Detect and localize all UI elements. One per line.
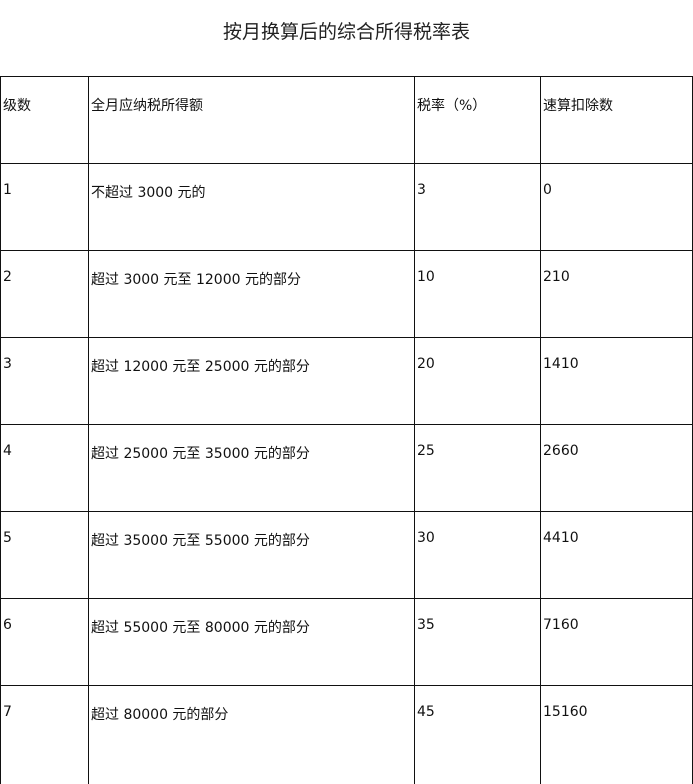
cell-rate: 10 bbox=[415, 251, 541, 338]
cell-deduction: 15160 bbox=[541, 686, 693, 784]
cell-deduction: 0 bbox=[541, 164, 693, 251]
cell-level: 3 bbox=[1, 338, 89, 425]
cell-deduction: 1410 bbox=[541, 338, 693, 425]
page-title: 按月换算后的综合所得税率表 bbox=[0, 17, 693, 44]
table-header-row: 级数 全月应纳税所得额 税率（%） 速算扣除数 bbox=[1, 77, 693, 164]
cell-level: 5 bbox=[1, 512, 89, 599]
cell-rate: 45 bbox=[415, 686, 541, 784]
cell-deduction: 210 bbox=[541, 251, 693, 338]
cell-deduction: 7160 bbox=[541, 599, 693, 686]
cell-rate: 3 bbox=[415, 164, 541, 251]
cell-income: 超过 12000 元至 25000 元的部分 bbox=[89, 338, 415, 425]
cell-deduction: 4410 bbox=[541, 512, 693, 599]
cell-rate: 35 bbox=[415, 599, 541, 686]
cell-rate: 30 bbox=[415, 512, 541, 599]
cell-rate: 25 bbox=[415, 425, 541, 512]
cell-deduction: 2660 bbox=[541, 425, 693, 512]
cell-level: 2 bbox=[1, 251, 89, 338]
header-rate: 税率（%） bbox=[415, 77, 541, 164]
cell-income: 超过 25000 元至 35000 元的部分 bbox=[89, 425, 415, 512]
cell-income: 超过 3000 元至 12000 元的部分 bbox=[89, 251, 415, 338]
cell-level: 1 bbox=[1, 164, 89, 251]
header-level: 级数 bbox=[1, 77, 89, 164]
header-deduction: 速算扣除数 bbox=[541, 77, 693, 164]
cell-income: 超过 55000 元至 80000 元的部分 bbox=[89, 599, 415, 686]
cell-income: 超过 35000 元至 55000 元的部分 bbox=[89, 512, 415, 599]
cell-level: 6 bbox=[1, 599, 89, 686]
cell-rate: 20 bbox=[415, 338, 541, 425]
cell-income: 超过 80000 元的部分 bbox=[89, 686, 415, 784]
header-income: 全月应纳税所得额 bbox=[89, 77, 415, 164]
cell-income: 不超过 3000 元的 bbox=[89, 164, 415, 251]
cell-level: 7 bbox=[1, 686, 89, 784]
cell-level: 4 bbox=[1, 425, 89, 512]
